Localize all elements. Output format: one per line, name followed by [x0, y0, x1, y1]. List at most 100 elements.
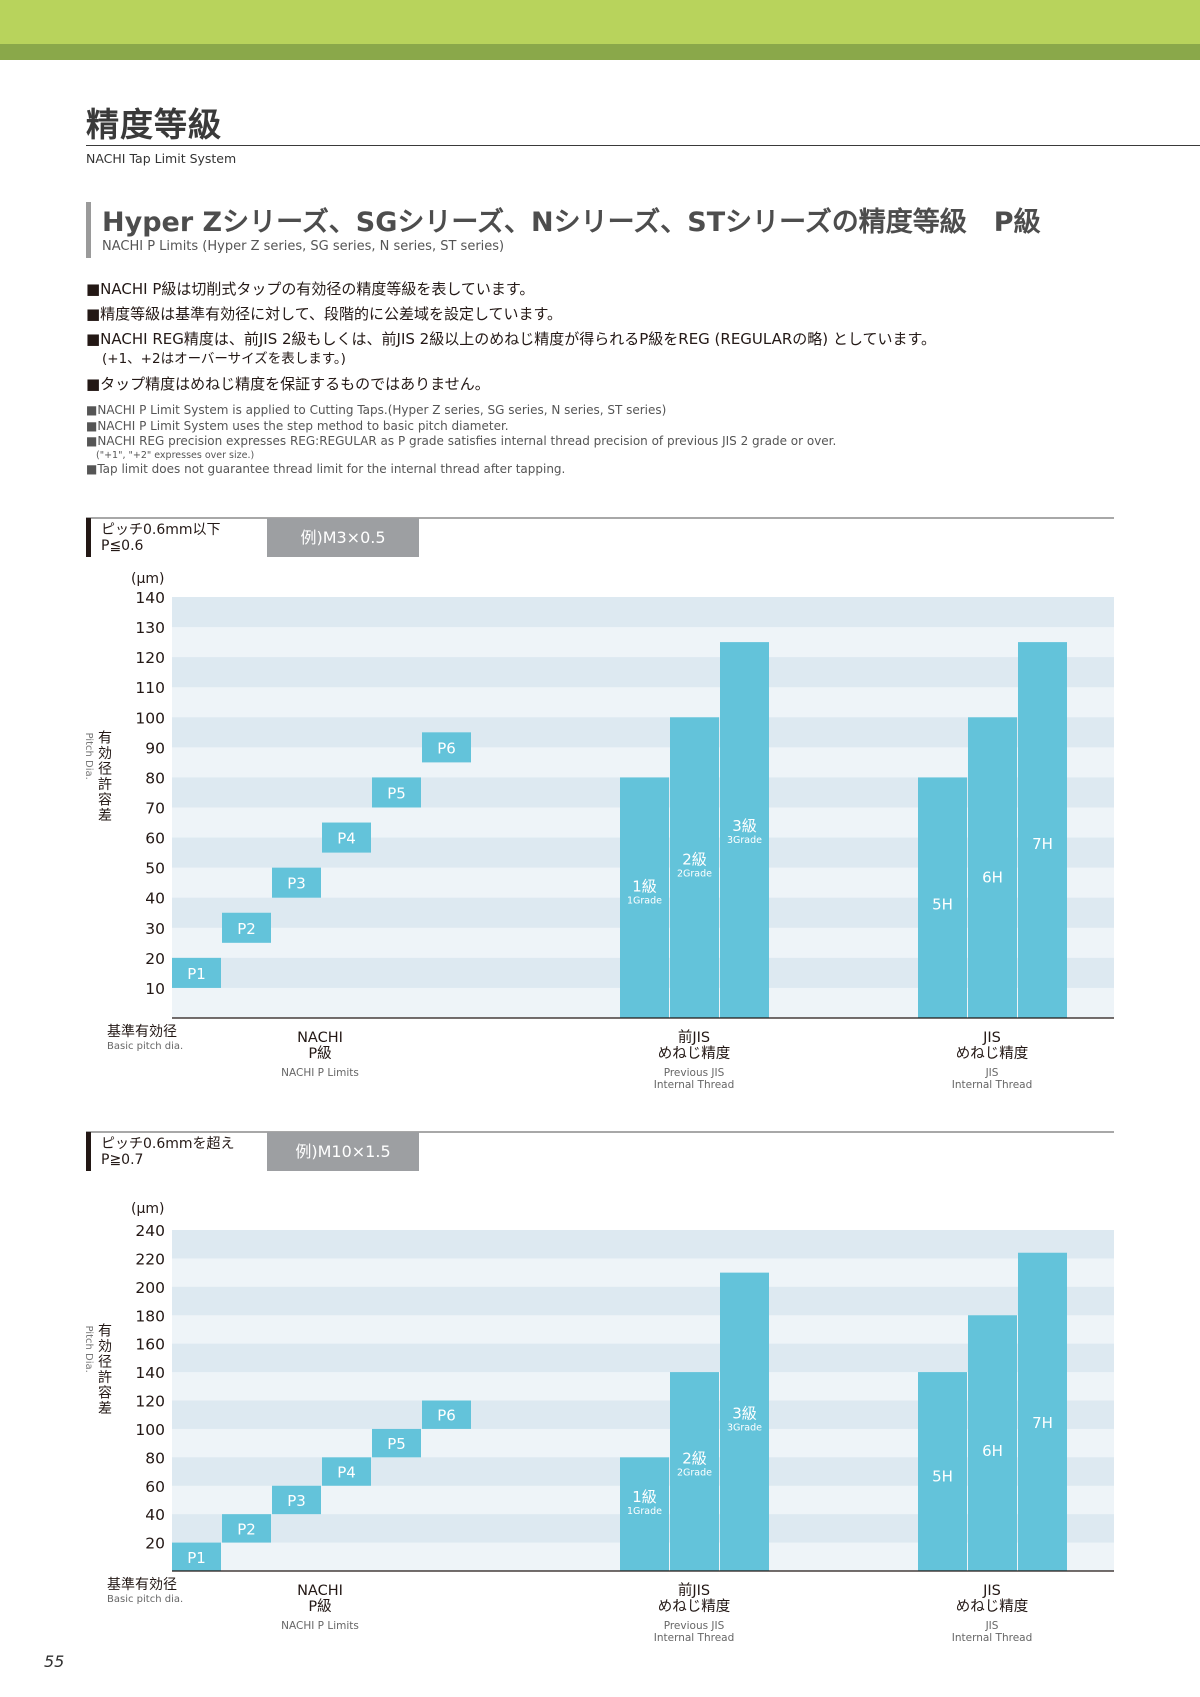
example-box	[267, 518, 419, 557]
group-label-line2: めねじ精度	[956, 1598, 1029, 1615]
page-subtitle: NACHI Tap Limit System	[86, 151, 237, 166]
group-label-en-line2: Internal Thread	[952, 1079, 1033, 1091]
y-tick-label: 180	[135, 1307, 165, 1325]
group-label-en-line1: NACHI P Limits	[281, 1067, 359, 1079]
note-jp-2: ■精度等級は基準有効径に対して、段階的に公差域を設定しています。	[86, 305, 563, 323]
group-label-line1: NACHI	[297, 1583, 343, 1599]
base-label-en: Basic pitch dia.	[107, 1594, 183, 1605]
bar-label: P4	[337, 830, 356, 848]
y-tick-label: 60	[145, 1478, 165, 1496]
y-tick-label: 40	[145, 1506, 165, 1524]
grid-band	[172, 627, 1114, 658]
y-axis-label-jp: 有効径許容差	[98, 1324, 112, 1418]
bar-label: P1	[187, 965, 206, 983]
bar-label: 6H	[982, 869, 1003, 887]
bar-label: P2	[237, 1520, 256, 1538]
group-label-en-line2: Internal Thread	[952, 1632, 1033, 1644]
grid-band	[172, 717, 1114, 748]
bar-label: P3	[287, 875, 306, 893]
y-tick-label: 100	[135, 1421, 165, 1439]
bar-label: 2級	[682, 851, 707, 869]
note-en-4: ■Tap limit does not guarantee thread lim…	[86, 461, 566, 476]
section-title: Hyper Zシリーズ、SGシリーズ、Nシリーズ、STシリーズの精度等級 P級	[102, 207, 1041, 238]
pitch-label-en: P≧0.7	[101, 1152, 143, 1168]
bar-6H	[968, 1315, 1017, 1571]
note-jp-1: ■NACHI P級は切削式タップの有効径の精度等級を表しています。	[86, 280, 535, 298]
y-axis-label-jp: 有効径許容差	[98, 731, 112, 825]
y-tick-label: 30	[145, 920, 165, 938]
y-tick-label: 110	[135, 679, 165, 697]
group-label-en-line1: Previous JIS	[664, 1067, 725, 1079]
y-tick-label: 60	[145, 830, 165, 848]
bar-2級	[670, 717, 719, 1018]
group-label-en-line1: Previous JIS	[664, 1620, 725, 1632]
bar-P1	[172, 1542, 221, 1571]
group-label-line2: めねじ精度	[956, 1045, 1029, 1062]
bar-sub-label: 3Grade	[727, 835, 762, 846]
bar-P6	[422, 732, 471, 763]
note-en-2: ■NACHI P Limit System uses the step meth…	[86, 418, 509, 433]
y-tick-label: 220	[135, 1250, 165, 1268]
bar-label: P6	[437, 1407, 456, 1425]
group-label-line1: JIS	[982, 1030, 1001, 1046]
bar-label: 1級	[632, 1488, 657, 1506]
y-tick-label: 160	[135, 1336, 165, 1354]
header-marker	[86, 1132, 91, 1171]
bar-P2	[222, 912, 271, 943]
note-en-3: ■NACHI REG precision expresses REG:REGUL…	[86, 434, 837, 448]
bar-6H	[968, 717, 1017, 1018]
bar-P4	[322, 1457, 371, 1486]
group-label-line2: めねじ精度	[658, 1045, 731, 1062]
group-label-en-line2: Internal Thread	[654, 1632, 735, 1644]
bar-P3	[272, 1485, 321, 1515]
group-label-line1: 前JIS	[678, 1029, 710, 1046]
group-label-line2: めねじ精度	[658, 1598, 731, 1615]
bar-2級	[670, 1372, 719, 1571]
header-band	[0, 0, 1200, 44]
bar-label: 5H	[932, 1467, 953, 1485]
y-tick-label: 70	[145, 800, 165, 818]
bar-label: 3級	[732, 817, 757, 835]
bar-P5	[372, 1428, 421, 1458]
bar-P3	[272, 867, 321, 898]
notes-english: ■NACHI P Limit System is applied to Cutt…	[86, 403, 1186, 477]
example-label: 例)M3×0.5	[300, 528, 385, 547]
bar-label: P4	[337, 1464, 356, 1482]
bar-label: P6	[437, 739, 456, 757]
grid-band	[172, 1230, 1114, 1259]
bar-label: 3級	[732, 1405, 757, 1423]
group-label-en-line1: JIS	[985, 1067, 999, 1079]
y-tick-label: 90	[145, 739, 165, 757]
y-tick-label: 80	[145, 769, 165, 787]
page-number: 55	[44, 1652, 65, 1671]
group-label-line1: 前JIS	[678, 1582, 710, 1599]
bar-7H	[1018, 642, 1067, 1018]
section-subtitle: NACHI P Limits (Hyper Z series, SG serie…	[102, 239, 505, 254]
grid-band	[172, 1258, 1114, 1288]
bar-P6	[422, 1400, 471, 1429]
bar-3級	[720, 642, 769, 1018]
bar-label: P3	[287, 1492, 306, 1510]
note-en-1: ■NACHI P Limit System is applied to Cutt…	[86, 403, 667, 417]
y-axis-label-en: Pitch Dia.	[83, 1326, 94, 1373]
bar-1級	[620, 1457, 669, 1571]
notes-japanese: ■NACHI P級は切削式タップの有効径の精度等級を表しています。 ■精度等級は…	[86, 280, 1186, 400]
y-tick-label: 120	[135, 649, 165, 667]
bar-label: P1	[187, 1549, 206, 1567]
y-axis-label-en: Pitch Dia.	[83, 733, 94, 780]
bar-sub-label: 2Grade	[677, 1467, 712, 1478]
note-jp-4: ■タップ精度はめねじ精度を保証するものではありません。	[86, 375, 490, 393]
bar-P2	[222, 1514, 271, 1543]
note-jp-3-sub: (+1、+2はオーバーサイズを表します。)	[102, 351, 346, 367]
page-title: 精度等級	[86, 105, 222, 144]
section-marker	[86, 202, 91, 258]
group-label-en-line2: Internal Thread	[654, 1079, 735, 1091]
group-label-en-line1: JIS	[985, 1620, 999, 1632]
group-label-line2: P級	[308, 1045, 331, 1062]
example-label: 例)M10×1.5	[295, 1142, 390, 1161]
y-tick-label: 20	[145, 1535, 165, 1553]
group-label-line1: NACHI	[297, 1030, 343, 1046]
y-tick-label: 80	[145, 1449, 165, 1467]
